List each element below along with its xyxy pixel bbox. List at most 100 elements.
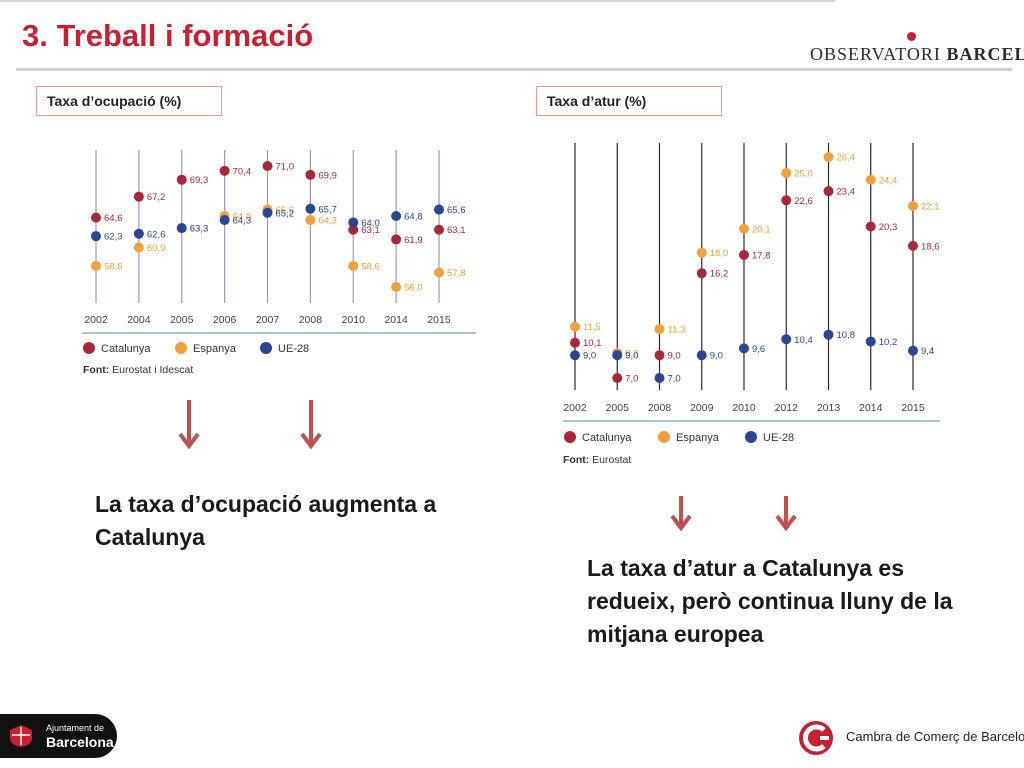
slide-title: 3. Treball i formació [22,18,314,53]
data-point-espanya [908,200,918,211]
data-label-espanya: 11,3 [668,325,686,336]
data-point-catalunya [570,337,580,348]
data-label-espanya: 57,8 [447,268,466,279]
x-tick-label: 2012 [775,402,799,414]
data-label-ue28: 65,6 [447,205,466,216]
data-label-ue28: 63,3 [190,224,209,235]
data-point-catalunya [865,221,876,232]
data-label-ue28: 7,0 [668,374,681,385]
data-label-ue28: 9,0 [583,351,596,362]
ajuntament-label: Ajuntament de [46,723,105,733]
data-label-espanya: 63,3 [190,224,209,235]
legend-marker-espanya [175,342,187,354]
barcelona-label: Barcelona [46,734,114,750]
legend-label-espanya: Espanya [193,343,237,355]
data-point-catalunya [219,165,230,176]
data-point-catalunya [781,195,792,206]
data-label-espanya: 64,8 [233,212,252,223]
data-label-espanya: 25,0 [794,168,813,179]
data-point-catalunya [391,234,402,245]
data-label-ue28: 9,4 [921,346,934,357]
x-tick-label: 2007 [256,314,280,326]
data-label-catalunya: 20,3 [879,222,898,233]
chart-source-text: Eurostat [589,454,631,466]
unemployment-rate-chart: 10,1 7,0 9,0 16,2 17,8 22,6 23,4 20,3 18,6 11,5 9,… [563,143,940,466]
data-label-espanya: 26,4 [837,153,856,164]
observatori-logo-dot [907,32,916,41]
down-arrow-icon [775,496,797,532]
data-label-ue28: 65,7 [318,204,337,215]
data-label-catalunya: 7,0 [625,374,638,385]
data-point-ue28 [262,207,273,218]
data-label-catalunya: 63,1 [361,225,380,236]
x-tick-label: 2008 [648,402,672,414]
data-label-ue28: 9,0 [625,351,638,362]
data-label-catalunya: 10,1 [583,338,602,349]
x-tick-label: 2015 [427,314,451,326]
data-point-espanya [305,215,316,226]
x-tick-label: 2004 [127,314,151,326]
data-point-espanya [865,174,876,185]
data-label-ue28: 62,6 [147,229,166,240]
data-label-ue28: 64,8 [404,212,423,223]
legend-label-espanya: Espanya [676,432,720,444]
observatori-barcelona-logo: OBSERVATORI BARCELONA [810,44,1024,66]
data-point-catalunya [908,240,918,251]
data-point-ue28 [391,211,402,222]
data-label-espanya: 58,6 [361,262,380,273]
x-tick-label: 2014 [384,314,408,326]
x-tick-label: 2002 [563,402,587,414]
data-label-catalunya: 69,3 [190,175,209,186]
legend-label-catalunya: Catalunya [101,343,151,355]
data-label-espanya: 65,6 [276,205,295,216]
data-point-ue28 [696,350,707,361]
data-label-catalunya: 71,0 [276,162,295,173]
chart-source-prefix: Font: [83,364,109,376]
logo-text-right: BARCELONA [946,44,1024,64]
cambra-label: Cambra de Comerç de Barcelona [846,729,1024,744]
data-label-catalunya: 22,6 [794,196,813,207]
data-point-ue28 [612,350,623,361]
data-point-catalunya [91,212,101,223]
down-arrow-icon [670,496,692,532]
data-point-catalunya [133,191,144,202]
data-label-ue28: 9,0 [710,351,723,362]
logo-text-left: OBSERVATORI [810,44,947,64]
data-point-catalunya [612,373,623,383]
x-tick-label: 2010 [342,314,366,326]
data-point-catalunya [176,174,187,185]
data-label-espanya: 58,6 [104,262,123,273]
unemployment-chart-title: Taxa d’atur (%) [536,86,722,116]
data-label-espanya: 24,4 [879,175,898,186]
unemployment-conclusion: La taxa d’atur a Catalunya es redueix, p… [587,555,953,647]
employment-chart-title: Taxa d’ocupació (%) [36,86,222,116]
data-label-espanya: 22,1 [921,201,940,212]
data-label-catalunya: 9,0 [668,351,681,362]
x-tick-label: 2006 [213,314,237,326]
data-label-espanya: 9,2 [625,348,638,359]
ajuntament-barcelona-logo: Ajuntament de Barcelona [0,714,117,758]
legend-label-ue28: UE-28 [763,432,794,444]
data-point-espanya [823,152,834,162]
barcelona-shield-icon [10,725,32,747]
data-point-catalunya [434,224,444,235]
data-point-espanya [133,242,144,253]
legend-label-ue28: UE-28 [278,343,309,355]
data-point-ue28 [219,215,230,226]
data-label-espanya: 18,0 [710,248,729,259]
data-label-espanya: 64,3 [318,216,337,227]
data-point-espanya [654,324,665,335]
cambra-logo-icon [799,721,833,755]
legend-marker-catalunya [564,431,576,443]
data-label-espanya: 20,1 [752,224,771,235]
data-point-ue28 [781,334,792,345]
data-label-catalunya: 23,4 [837,187,856,198]
data-point-ue28 [305,203,316,214]
chart-source: Font: Eurostat i Idescat [83,364,193,376]
legend-marker-ue28 [745,431,757,443]
data-label-catalunya: 63,1 [447,225,466,236]
data-label-ue28: 10,8 [837,330,856,341]
data-point-ue28 [865,336,876,347]
data-point-catalunya [696,268,707,279]
